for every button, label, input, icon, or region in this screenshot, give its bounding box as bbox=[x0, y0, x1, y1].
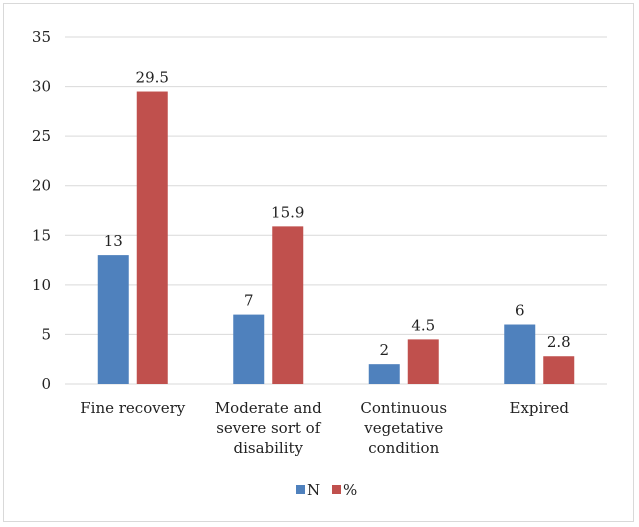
legend-swatch-0 bbox=[296, 485, 305, 494]
category-label: Moderate and bbox=[215, 399, 322, 417]
y-tick-label: 10 bbox=[32, 276, 51, 294]
data-label: 2.8 bbox=[547, 333, 571, 351]
data-labels: 13 29.5 7 15.9 2 4.5 6 2.8 bbox=[104, 69, 571, 360]
category-label: Expired bbox=[510, 399, 570, 417]
category-label: vegetative bbox=[363, 419, 443, 437]
category-label: disability bbox=[233, 439, 303, 457]
legend-label: % bbox=[343, 481, 357, 499]
y-tick-label: 0 bbox=[41, 375, 51, 393]
bar-n-1 bbox=[233, 314, 265, 384]
y-tick-label: 35 bbox=[32, 28, 51, 46]
bar-n-3 bbox=[504, 324, 536, 384]
y-tick-label: 15 bbox=[32, 226, 51, 244]
data-label: 29.5 bbox=[136, 69, 169, 87]
category-label: Continuous bbox=[360, 399, 447, 417]
data-label: 15.9 bbox=[271, 203, 304, 221]
y-axis-ticks: 0 5 10 15 20 25 30 35 bbox=[32, 28, 51, 393]
bar-pct-3 bbox=[543, 356, 575, 384]
y-tick-label: 25 bbox=[32, 127, 51, 145]
legend-label: N bbox=[307, 481, 320, 499]
data-label: 2 bbox=[379, 341, 389, 359]
bar-n-0 bbox=[97, 255, 129, 384]
data-label: 7 bbox=[244, 292, 254, 310]
y-tick-label: 30 bbox=[32, 78, 51, 96]
bar-pct-2 bbox=[407, 339, 439, 384]
y-tick-label: 5 bbox=[41, 325, 51, 343]
y-tick-label: 20 bbox=[32, 177, 51, 195]
data-label: 13 bbox=[104, 232, 123, 250]
legend: N% bbox=[296, 481, 357, 499]
bar-n-2 bbox=[368, 364, 400, 384]
x-axis-categories: Fine recovery Moderate and severe sort of d… bbox=[80, 399, 569, 457]
category-label: condition bbox=[368, 439, 439, 457]
bar-pct-0 bbox=[136, 91, 168, 385]
category-label: Fine recovery bbox=[80, 399, 186, 417]
category-label: severe sort of bbox=[216, 419, 321, 437]
data-label: 4.5 bbox=[411, 316, 435, 334]
data-label: 6 bbox=[515, 302, 525, 320]
bars bbox=[97, 91, 575, 385]
bar-pct-1 bbox=[272, 226, 304, 384]
legend-swatch-1 bbox=[332, 485, 341, 494]
